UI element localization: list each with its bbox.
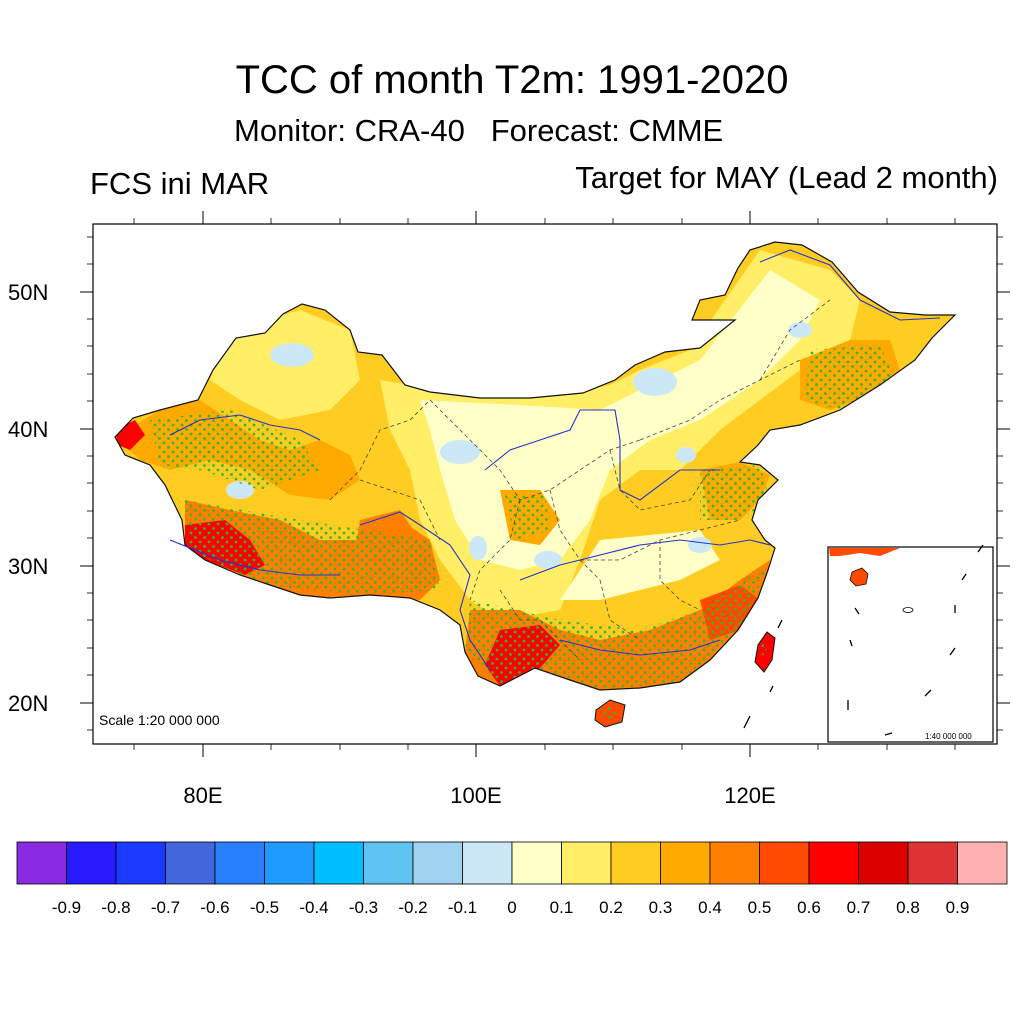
lon-label-100e: 100E bbox=[450, 783, 501, 808]
colorbar-swatch bbox=[412, 841, 463, 885]
colorbar-label: 0.3 bbox=[649, 898, 673, 917]
colorbar-label: 0 bbox=[507, 898, 516, 917]
negative-spot bbox=[788, 322, 812, 338]
inset-islands bbox=[902, 607, 914, 613]
negative-spot bbox=[440, 440, 480, 464]
colorbar-swatch bbox=[16, 841, 67, 885]
forecast-init-label: FCS ini MAR bbox=[90, 166, 270, 201]
colorbar-label: -0.5 bbox=[250, 898, 279, 917]
significance-stipple bbox=[465, 560, 770, 690]
colorbar-label: 0.8 bbox=[896, 898, 920, 917]
lon-label-80e: 80E bbox=[183, 783, 222, 808]
sea-boundary-marks bbox=[743, 619, 783, 729]
tarim-river bbox=[169, 414, 321, 441]
colorbar-label: -0.4 bbox=[299, 898, 328, 917]
pearl-river bbox=[559, 639, 721, 656]
negative-spot bbox=[676, 447, 696, 463]
colorbar-label: 0.7 bbox=[847, 898, 871, 917]
lat-major-ticks bbox=[80, 291, 1010, 704]
inset-coast-fill bbox=[829, 548, 900, 556]
colorbar-label: -0.9 bbox=[52, 898, 81, 917]
inset-boundary-marks bbox=[847, 544, 984, 736]
negative-spot bbox=[633, 368, 677, 396]
colorbar: -0.9 -0.8 -0.7 -0.6 -0.5 -0.4 -0.3 -0.2 -0.1 0 0.1… bbox=[16, 841, 1008, 917]
lat-label-50n: 50N bbox=[8, 280, 48, 305]
lon-label-120e: 120E bbox=[724, 783, 775, 808]
colorbar-label: 0.9 bbox=[946, 898, 970, 917]
colorbar-label: -0.7 bbox=[151, 898, 180, 917]
colorbar-swatch bbox=[561, 841, 612, 885]
zone-yangtze-near-zero bbox=[560, 530, 720, 600]
colorbar-swatch bbox=[511, 841, 562, 885]
yangtze-river bbox=[519, 539, 771, 581]
significance-stipple bbox=[805, 345, 895, 410]
lat-label-30n: 30N bbox=[8, 554, 48, 579]
colorbar-label: -0.1 bbox=[448, 898, 477, 917]
colorbar-swatch bbox=[759, 841, 810, 885]
upper-river bbox=[359, 511, 491, 671]
colorbar-swatch bbox=[808, 841, 859, 885]
lat-minor-ticks bbox=[87, 236, 1003, 731]
colorbar-label: -0.6 bbox=[200, 898, 229, 917]
chart-subtitle: Monitor: CRA-40 Forecast: CMME bbox=[234, 113, 724, 148]
yarlung-river bbox=[169, 539, 340, 576]
colorbar-swatch bbox=[709, 841, 760, 885]
colorbar-swatch bbox=[660, 841, 711, 885]
colorbar-swatch bbox=[165, 841, 216, 885]
negative-spot bbox=[534, 551, 562, 569]
target-label: Target for MAY (Lead 2 month) bbox=[575, 160, 998, 195]
significance-stipple bbox=[185, 500, 440, 595]
inset-hainan bbox=[849, 567, 869, 587]
colorbar-label: -0.2 bbox=[398, 898, 427, 917]
negative-spot bbox=[469, 536, 487, 560]
lon-minor-ticks bbox=[133, 218, 956, 750]
colorbar-swatch bbox=[610, 841, 661, 885]
chart-title: TCC of month T2m: 1991-2020 bbox=[235, 58, 789, 102]
colorbar-swatch bbox=[907, 841, 958, 885]
colorbar-label: -0.8 bbox=[101, 898, 130, 917]
colorbar-label: 0.4 bbox=[698, 898, 722, 917]
negative-spot bbox=[270, 343, 314, 367]
colorbar-swatch bbox=[957, 841, 1008, 885]
colorbar-swatch bbox=[264, 841, 315, 885]
heilong-river bbox=[759, 249, 941, 321]
province-borders bbox=[329, 299, 831, 661]
hainan-stipple bbox=[600, 706, 618, 720]
taiwan-stipple bbox=[759, 642, 768, 656]
scale-label: Scale 1:20 000 000 bbox=[99, 712, 220, 728]
colorbar-swatch bbox=[214, 841, 265, 885]
negative-spot bbox=[688, 537, 712, 553]
colorbar-swatch bbox=[313, 841, 364, 885]
colorbar-label: -0.3 bbox=[349, 898, 378, 917]
lat-label-20n: 20N bbox=[8, 691, 48, 716]
significance-stipple bbox=[505, 495, 550, 540]
colorbar-label: 0.6 bbox=[797, 898, 821, 917]
significance-stipple bbox=[150, 410, 320, 490]
colorbar-swatch bbox=[115, 841, 166, 885]
yellow-river bbox=[484, 409, 720, 501]
colorbar-swatch bbox=[858, 841, 909, 885]
colorbar-label: 0.2 bbox=[599, 898, 623, 917]
colorbar-swatch bbox=[66, 841, 117, 885]
south-china-sea-inset: 1:40 000 000 bbox=[827, 544, 994, 743]
significance-stipple bbox=[700, 465, 770, 520]
inset-scale-label: 1:40 000 000 bbox=[925, 732, 972, 741]
colorbar-label: 0.1 bbox=[550, 898, 574, 917]
lat-label-40n: 40N bbox=[8, 417, 48, 442]
colorbar-label: 0.5 bbox=[748, 898, 772, 917]
colorbar-swatch bbox=[363, 841, 414, 885]
lon-major-ticks bbox=[202, 211, 751, 757]
rivers bbox=[169, 249, 941, 671]
colorbar-swatch bbox=[462, 841, 513, 885]
